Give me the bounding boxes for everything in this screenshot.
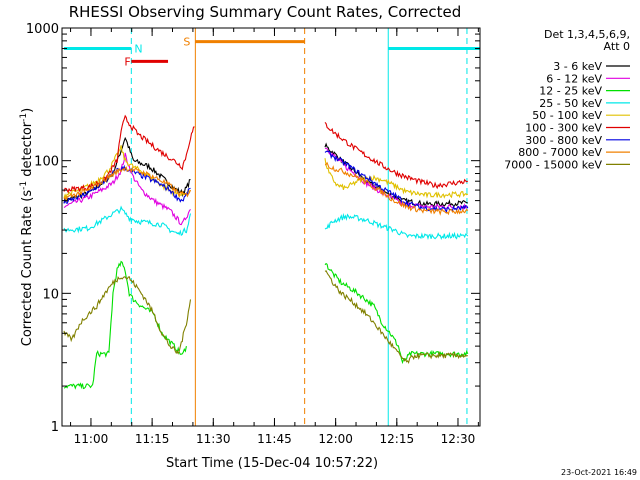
footer-timestamp: 23-Oct-2021 16:49 bbox=[561, 468, 637, 477]
series-line-100-300-kev-1 bbox=[324, 122, 469, 190]
legend-title: Det 1,3,4,5,6,9, bbox=[544, 28, 630, 41]
overlay-layer: NF S bbox=[64, 28, 480, 426]
legend-label-100-300-kev: 100 - 300 keV bbox=[525, 122, 602, 135]
series-line-800-7000-kev-0 bbox=[63, 166, 192, 202]
series-line-3-6-kev-0 bbox=[63, 136, 191, 204]
tick-layer: 11:00 11:15 11:30 11:45 12:00 12:15 12:30 1 10 10… bbox=[26, 22, 480, 446]
series-line-25-50-kev-0 bbox=[63, 205, 192, 236]
x-tick-label-1100: 11:00 bbox=[74, 432, 109, 446]
legend-label-300-800-kev: 300 - 800 keV bbox=[525, 134, 602, 147]
y-tick-label-1: 1 bbox=[51, 420, 59, 435]
y-tick-label-10: 10 bbox=[42, 287, 59, 302]
overlay-label-n: N bbox=[134, 43, 142, 56]
x-tick-label-1200: 12:00 bbox=[318, 432, 353, 446]
chart-title: RHESSI Observing Summary Count Rates, Co… bbox=[69, 3, 462, 21]
legend-label-50-100-kev: 50 - 100 keV bbox=[532, 109, 602, 122]
y-axis-label-end: ) bbox=[20, 108, 35, 113]
x-tick-label-1215: 12:15 bbox=[380, 432, 415, 446]
y-axis-label-mid: detector bbox=[20, 121, 35, 181]
y-tick-label-1000: 1000 bbox=[26, 22, 59, 37]
legend-label-800-7000-kev: 800 - 7000 keV bbox=[518, 146, 602, 159]
series-line-25-50-kev-1 bbox=[324, 212, 469, 241]
x-axis-label: Start Time (15-Dec-04 10:57:22) bbox=[166, 456, 378, 471]
legend-subtitle: Att 0 bbox=[604, 40, 630, 53]
x-tick-label-1130: 11:30 bbox=[196, 432, 231, 446]
overlay-label-f: F bbox=[124, 55, 130, 68]
y-axis-label-main: Corrected Count Rate (s bbox=[20, 190, 35, 347]
legend-label-6-12-kev: 6 - 12 keV bbox=[546, 72, 602, 85]
legend-label-25-50-kev: 25 - 50 keV bbox=[539, 97, 602, 110]
series-line-50-100-kev-1 bbox=[324, 158, 469, 199]
series-layer bbox=[63, 114, 469, 390]
y-tick-label-100: 100 bbox=[34, 155, 59, 170]
legend-label-7000-15000-kev: 7000 - 15000 keV bbox=[504, 158, 602, 171]
y-axis-label-exp1: -1 bbox=[19, 181, 29, 190]
x-tick-label-1230: 12:30 bbox=[441, 432, 476, 446]
series-line-7000-15000-kev-0 bbox=[63, 275, 192, 355]
overlay-label-s: S bbox=[183, 36, 190, 49]
x-tick-label-1115: 11:15 bbox=[135, 432, 170, 446]
series-line-300-800-kev-1 bbox=[324, 150, 469, 214]
legend-label-3-6-kev: 3 - 6 keV bbox=[553, 60, 602, 73]
series-line-800-7000-kev-1 bbox=[324, 161, 469, 216]
x-tick-label-1145: 11:45 bbox=[257, 432, 292, 446]
series-line-50-100-kev-0 bbox=[63, 145, 191, 199]
plot-frame bbox=[61, 27, 481, 427]
legend-label-12-25-kev: 12 - 25 keV bbox=[539, 85, 602, 98]
series-line-7000-15000-kev-1 bbox=[324, 270, 468, 365]
y-axis-label: Corrected Count Rate (s-1 detector-1) bbox=[19, 108, 35, 346]
y-axis-label-exp2: -1 bbox=[19, 113, 29, 122]
series-line-12-25-kev-0 bbox=[63, 260, 187, 390]
